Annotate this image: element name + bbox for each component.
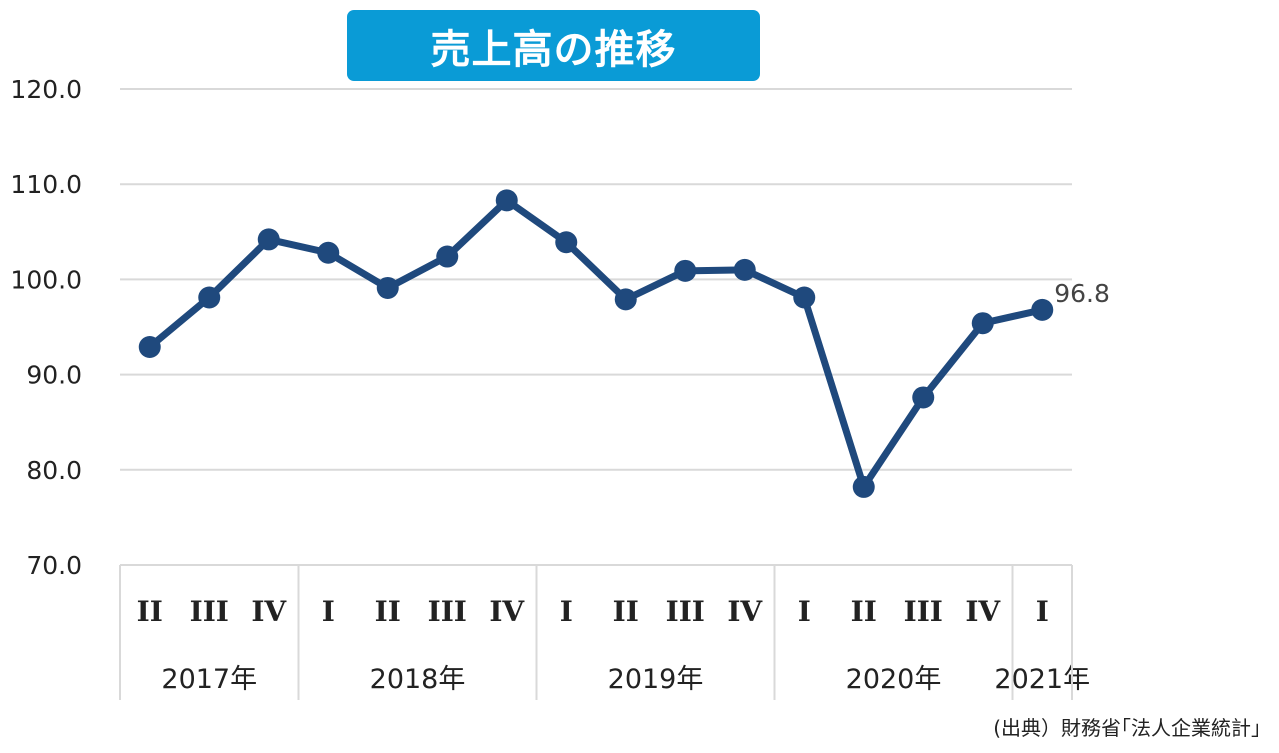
x-tick-label: IV — [965, 595, 1001, 628]
x-tick-label: IV — [489, 595, 525, 628]
x-tick-label: I — [1036, 595, 1049, 628]
data-point — [793, 286, 816, 309]
year-label: 2019年 — [608, 664, 704, 695]
y-tick-label: 100.0 — [10, 265, 82, 294]
year-label: 2018年 — [370, 664, 466, 695]
data-point — [1031, 298, 1054, 321]
data-point — [852, 475, 875, 498]
data-point — [376, 276, 399, 299]
x-tick-label: IV — [251, 595, 287, 628]
y-tick-label: 110.0 — [10, 170, 82, 199]
data-point — [138, 335, 161, 358]
data-point — [971, 312, 994, 335]
data-point — [317, 241, 340, 264]
y-tick-label: 70.0 — [26, 551, 82, 580]
data-point — [198, 286, 221, 309]
data-point — [555, 231, 578, 254]
x-tick-label: III — [666, 595, 705, 628]
x-tick-label: III — [904, 595, 943, 628]
data-labels: 96.8 — [1054, 279, 1110, 308]
x-tick-label: III — [190, 595, 229, 628]
x-tick-label: I — [322, 595, 335, 628]
x-tick-label: II — [137, 595, 163, 628]
y-axis-ticks: 120.0 110.0 100.0 90.0 80.0 70.0 — [10, 75, 82, 580]
data-point — [674, 259, 697, 282]
data-point — [436, 245, 459, 268]
x-tick-label: II — [375, 595, 401, 628]
year-label: 2017年 — [161, 664, 257, 695]
x-tick-label: II — [613, 595, 639, 628]
x-tick-label: III — [428, 595, 467, 628]
year-label: 2020年 — [846, 664, 942, 695]
data-point — [257, 228, 280, 251]
year-label: 2021年 — [994, 664, 1090, 695]
gridlines — [120, 88, 1072, 566]
data-point — [614, 288, 637, 311]
data-point — [495, 189, 518, 212]
x-tick-label: I — [560, 595, 573, 628]
x-tick-label: I — [798, 595, 811, 628]
x-tick-label: II — [851, 595, 877, 628]
data-label: 96.8 — [1054, 279, 1110, 308]
y-tick-label: 90.0 — [26, 361, 82, 390]
series-points — [138, 189, 1054, 498]
y-tick-label: 80.0 — [26, 456, 82, 485]
y-tick-label: 120.0 — [10, 75, 82, 104]
data-point — [912, 386, 935, 409]
series-line — [146, 196, 1046, 491]
data-point — [733, 258, 756, 281]
series-line-path — [146, 196, 1046, 491]
x-tick-label: IV — [727, 595, 763, 628]
source-note: (出典）財務省｢法人企業統計｣ — [993, 716, 1261, 740]
chart-title: 売上高の推移 — [347, 10, 760, 81]
